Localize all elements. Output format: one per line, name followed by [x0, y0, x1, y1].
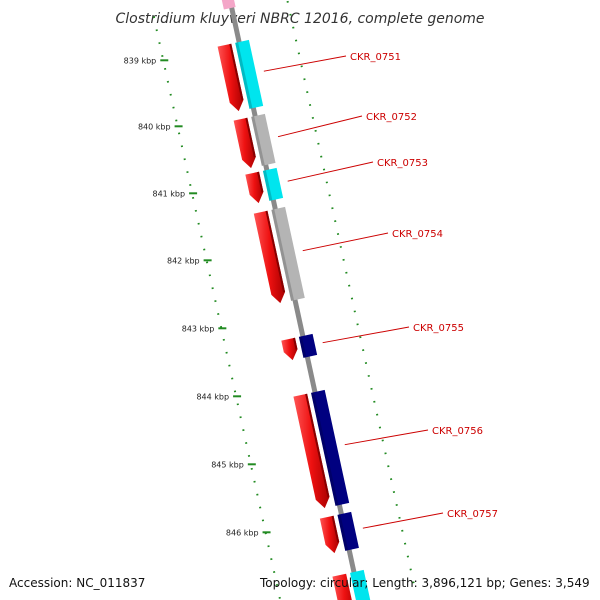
cog-bar	[251, 113, 276, 166]
ruler-label: 841 kbp	[152, 189, 185, 198]
cds-arrow-edge	[265, 210, 286, 293]
cog-bar-shade	[337, 514, 349, 551]
ruler-label: 844 kbp	[196, 392, 229, 401]
cds-arrow-edge	[257, 171, 264, 193]
tracks: 839 kbp 840 kbp 841 kbp 842 kbp 843 kbp 844 k…	[124, 0, 498, 600]
gene-label: CKR_0752	[366, 112, 417, 123]
cog-bar	[311, 389, 350, 506]
ruler-label: 846 kbp	[226, 528, 259, 537]
ruler-label: 845 kbp	[211, 460, 244, 469]
cog-bar	[262, 167, 284, 201]
gene-leader-line	[277, 115, 363, 138]
gene-label: CKR_0756	[432, 426, 483, 437]
gene-label: CKR_0754	[392, 229, 443, 240]
cog-bar-shade	[262, 170, 273, 201]
cds-arrow-edge	[293, 337, 298, 350]
cog-bar	[337, 511, 359, 551]
accession-text: Accession: NC_011837	[9, 576, 146, 590]
ruler-label: 839 kbp	[124, 56, 157, 65]
cog-bar-partial	[350, 569, 371, 600]
cog-bar-shade	[235, 42, 253, 109]
cds-arrow	[293, 393, 330, 509]
gene-label: CKR_0757	[447, 509, 498, 520]
gene-label: CKR_0753	[377, 158, 428, 169]
gene-label: CKR_0751	[350, 52, 401, 63]
cds-arrow	[233, 117, 256, 169]
cog-bar-shade	[311, 392, 339, 506]
cds-arrow-edge	[245, 117, 256, 158]
cog-bar	[235, 39, 264, 109]
cds-arrow	[217, 43, 244, 112]
map-title: Clostridium kluyveri NBRC 12016, complet…	[115, 11, 484, 27]
genome-summary-text: Topology: circular; Length: 3,896,121 bp…	[260, 576, 590, 590]
gene-leader-line	[287, 161, 374, 182]
cog-bar-shade	[271, 209, 295, 301]
ruler-label: 840 kbp	[138, 122, 171, 131]
cog-bar-shade	[251, 116, 265, 166]
cds-arrow-edge	[305, 393, 330, 498]
ruler-label: 842 kbp	[167, 256, 200, 265]
cog-bar	[298, 333, 318, 358]
gene-leader-line	[263, 55, 347, 72]
gene-leader-line	[362, 512, 444, 529]
cds-arrow-edge	[331, 515, 340, 543]
cds-arrow-edge	[229, 43, 244, 101]
cog-bar	[271, 206, 305, 301]
cog-bar-shade	[298, 336, 307, 358]
ruler-label: 843 kbp	[182, 324, 215, 333]
gene-leader-line	[344, 429, 429, 446]
cds-arrow	[281, 337, 298, 361]
gene-leader-line	[322, 326, 410, 344]
cds-partial	[221, 0, 236, 10]
gene-label: CKR_0755	[413, 323, 464, 334]
cds-partial	[332, 573, 352, 600]
gene-leader-line	[302, 232, 389, 252]
cds-arrow	[253, 210, 286, 304]
